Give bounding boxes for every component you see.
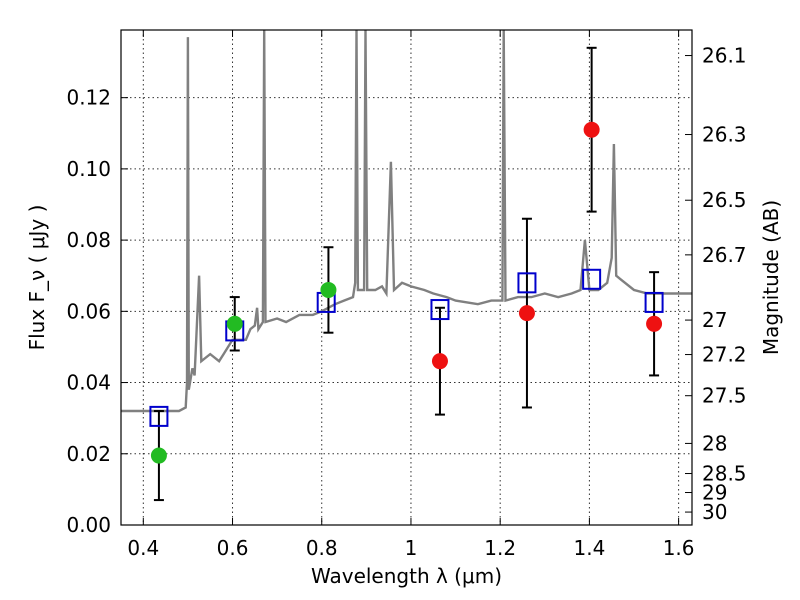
- y2-tick-label: 27.2: [702, 343, 747, 367]
- x-tick-label: 1.2: [484, 536, 516, 560]
- right-axis-label: Magnitude (AB): [759, 200, 783, 355]
- y2-tick-label: 26.3: [702, 123, 747, 147]
- model-square-marker: [149, 405, 169, 427]
- red-data-point: [646, 315, 663, 332]
- y2-tick-label: 26.7: [702, 243, 747, 267]
- model-square-marker: [644, 291, 664, 313]
- model-square-marker: [517, 272, 537, 294]
- y2-tick-label: 26.5: [702, 188, 747, 212]
- y-axis-label: Flux F_ν ( μJy ): [25, 205, 49, 351]
- y2-tick-label: 28.5: [702, 462, 747, 486]
- y-tick-label: 0.10: [66, 157, 111, 181]
- x-tick-label: 0.8: [306, 536, 338, 560]
- y-tick-label: 0.02: [66, 442, 111, 466]
- y-tick-label: 0.06: [66, 299, 111, 323]
- x-tick-label: 0.4: [127, 536, 159, 560]
- y-tick-label: 0.04: [66, 371, 111, 395]
- y2-tick-label: 27.5: [702, 384, 747, 408]
- x-tick-label: 1: [405, 536, 418, 560]
- red-data-point: [583, 121, 600, 138]
- red-data-point: [518, 305, 535, 322]
- axis-ticks: 0.4 0.6 0.8 1 1.2 1.4 1.6 0.00 0.02 0.04 0.06 0.08 0…: [66, 30, 747, 560]
- y2-tick-label: 29: [702, 481, 727, 505]
- y2-tick-label: 28: [702, 431, 727, 455]
- x-axis-label: Wavelength λ (μm): [311, 564, 502, 588]
- y-tick-label: 0.08: [66, 228, 111, 252]
- green-data-point: [320, 281, 337, 298]
- x-tick-label: 1.4: [573, 536, 605, 560]
- model-square-marker: [430, 299, 450, 321]
- y-tick-label: 0.00: [66, 513, 111, 537]
- observed-points: [150, 121, 663, 464]
- x-tick-label: 0.6: [217, 536, 249, 560]
- grid-lines: [121, 30, 692, 526]
- y2-tick-label: 27: [702, 308, 727, 332]
- y2-tick-label: 26.1: [702, 44, 747, 68]
- spectrum-series: [121, 30, 692, 413]
- y2-tick-label: 30: [702, 500, 727, 524]
- model-square-marker: [582, 268, 602, 290]
- y-tick-label: 0.12: [66, 86, 111, 110]
- red-data-point: [431, 353, 448, 370]
- spectrum-line: [121, 30, 692, 413]
- green-data-point: [150, 447, 167, 464]
- green-data-point: [226, 315, 243, 332]
- x-tick-label: 1.6: [663, 536, 695, 560]
- plot-frame: [120, 29, 693, 526]
